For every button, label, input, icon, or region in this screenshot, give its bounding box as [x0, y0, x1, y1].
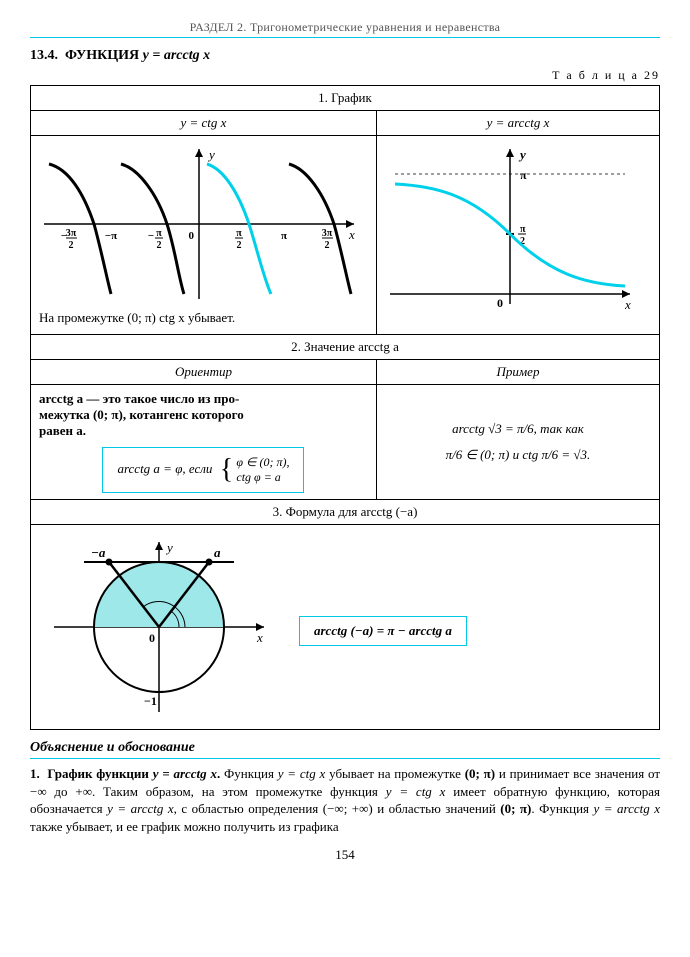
svg-text:a: a: [214, 545, 221, 560]
section-formula: y = arcctg x: [143, 48, 210, 63]
example-line2: π/6 ∈ (0; π) и ctg π/6 = √3.: [385, 447, 651, 463]
col-head-orient: Ориентир: [31, 360, 377, 385]
svg-text:−a: −a: [91, 545, 106, 560]
svg-text:π: π: [156, 228, 162, 239]
example-cell: arcctg √3 = π/6, так как π/6 ∈ (0; π) и …: [376, 385, 659, 500]
svg-text:π: π: [281, 230, 287, 242]
orient-line2: межутка (0; π), котангенс которого: [39, 407, 244, 422]
unit-circle-diagram: x y a −a 0 −1: [49, 537, 269, 717]
row2-title: 2. Значение arcctg a: [31, 335, 660, 360]
formula3-box: arcctg (−a) = π − arcctg a: [299, 616, 467, 646]
orient-cell: arcctg a — это такое число из про- межут…: [31, 385, 377, 500]
svg-text:0: 0: [149, 631, 155, 645]
svg-text:y: y: [207, 147, 215, 162]
svg-text:x: x: [348, 227, 355, 242]
orient-line1: arcctg a — это такое число из про-: [39, 391, 239, 406]
orient-line3: равен a.: [39, 423, 86, 438]
svg-text:x: x: [624, 297, 631, 312]
svg-text:π: π: [520, 168, 527, 182]
page-number: 154: [30, 847, 660, 863]
svg-text:x: x: [256, 630, 263, 645]
chart2-cell: x y 0 π π 2: [376, 136, 659, 335]
arcctg-chart: x y 0 π π 2: [385, 144, 635, 314]
page-header: РАЗДЕЛ 2. Тригонометрические уравнения и…: [30, 20, 660, 38]
svg-text:0: 0: [497, 296, 503, 310]
svg-text:π: π: [236, 228, 242, 239]
svg-text:y: y: [165, 540, 173, 555]
svg-text:y: y: [518, 147, 526, 162]
formula3-text: arcctg (−a) = π − arcctg a: [314, 623, 452, 638]
svg-text:2: 2: [69, 240, 74, 251]
svg-text:−π: −π: [105, 230, 117, 242]
explanation-heading: Объяснение и обоснование: [30, 740, 660, 759]
ctg-chart: x y −3π2 −π −π2 0 π2 π 3π2: [39, 144, 359, 304]
svg-text:2: 2: [157, 240, 162, 251]
svg-text:−1: −1: [144, 694, 157, 708]
chart1-caption: На промежутке (0; π) ctg x убывает.: [39, 310, 368, 326]
main-table: 1. График y = ctg x y = arcctg x x y − 3π…: [30, 85, 660, 730]
svg-text:2: 2: [325, 240, 330, 251]
col-head-left: y = ctg x: [31, 111, 377, 136]
table-label: Т а б л и ц а 29: [30, 68, 660, 83]
orient-cond2: ctg φ = a: [236, 470, 280, 484]
formula3-cell: x y a −a 0 −1: [31, 525, 660, 730]
col-head-example: Пример: [376, 360, 659, 385]
orient-formula: arcctg a = φ, если: [117, 461, 212, 476]
section-number: 13.4. ФУНКЦИЯ: [30, 48, 143, 63]
svg-text:2: 2: [237, 240, 242, 251]
svg-text:3π: 3π: [322, 228, 333, 239]
row1-title: 1. График: [31, 86, 660, 111]
svg-text:0: 0: [189, 230, 195, 242]
svg-text:3π: 3π: [66, 228, 77, 239]
svg-text:−: −: [148, 230, 154, 242]
svg-text:π: π: [520, 224, 526, 235]
orient-formula-box: arcctg a = φ, если { φ ∈ (0; π), ctg φ =…: [102, 447, 304, 493]
row3-title: 3. Формула для arcctg (−a): [31, 500, 660, 525]
col-head-right: y = arcctg x: [376, 111, 659, 136]
example-line1: arcctg √3 = π/6, так как: [385, 421, 651, 437]
section-title: 13.4. ФУНКЦИЯ y = arcctg x: [30, 48, 660, 64]
chart1-cell: x y −3π2 −π −π2 0 π2 π 3π2: [31, 136, 377, 335]
orient-cond1: φ ∈ (0; π),: [236, 455, 289, 469]
explanation-body: 1. График функции y = arcctg x. Функция …: [30, 765, 660, 835]
